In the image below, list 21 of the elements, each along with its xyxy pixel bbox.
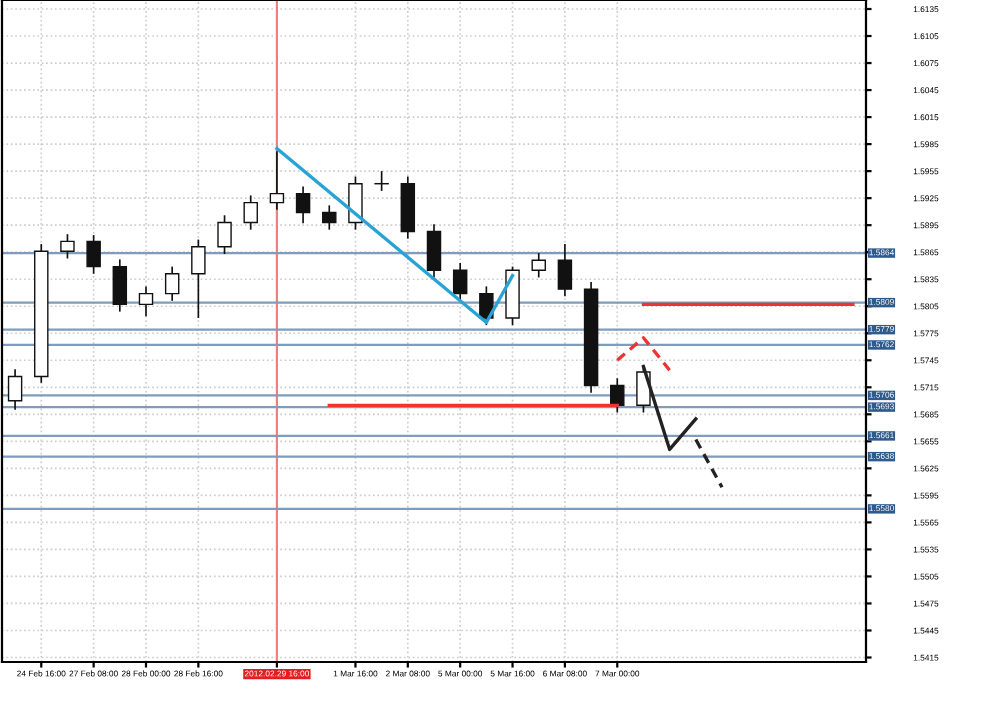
candlestick <box>86 234 101 275</box>
candlestick <box>191 238 206 319</box>
candlestick <box>322 204 337 231</box>
candlestick <box>557 243 573 298</box>
candlestick <box>426 223 442 279</box>
candlestick <box>295 185 311 225</box>
candlestick <box>112 258 128 313</box>
candlestick <box>479 285 494 326</box>
candlestick <box>505 265 520 326</box>
candlestick <box>217 214 232 255</box>
candlestick <box>269 150 285 211</box>
candlestick <box>164 265 180 302</box>
candlestick <box>138 285 154 317</box>
candlestick <box>348 175 363 231</box>
candlestick <box>400 175 416 240</box>
candlestick <box>243 194 258 231</box>
candlestick <box>610 377 625 414</box>
candlestick <box>531 252 546 279</box>
candlestick <box>60 233 75 260</box>
candlestick <box>452 262 468 302</box>
candlestick <box>7 368 23 411</box>
